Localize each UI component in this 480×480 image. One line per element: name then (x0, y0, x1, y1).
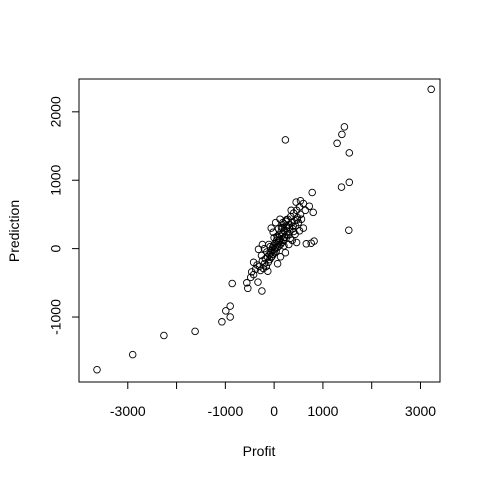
x-axis-label: Profit (243, 443, 276, 459)
data-point (333, 139, 341, 148)
data-point (280, 233, 289, 242)
data-point (191, 327, 199, 336)
data-point (302, 240, 311, 248)
data-point (262, 262, 271, 271)
data-point (265, 240, 273, 249)
data-point (308, 188, 316, 197)
data-point (160, 331, 168, 340)
data-point (264, 267, 272, 275)
data-point (267, 224, 275, 232)
data-point (244, 284, 252, 293)
data-point (228, 279, 236, 288)
x-tick-label: 3000 (405, 403, 436, 419)
data-point (340, 123, 349, 131)
data-point (274, 225, 283, 233)
data-points (93, 85, 435, 374)
data-point (249, 258, 258, 267)
data-point (249, 270, 258, 279)
y-tick-label: 2000 (48, 96, 64, 127)
data-point (260, 244, 269, 253)
x-axis: -3000 -1000 0 1000 3000 (110, 381, 436, 419)
data-point (276, 253, 285, 261)
data-point (289, 222, 297, 230)
data-point (345, 178, 354, 187)
data-point (292, 238, 301, 247)
y-tick-label: -1000 (48, 299, 64, 335)
y-axis: -1000 0 1000 2000 (48, 96, 80, 335)
data-point (218, 318, 226, 326)
plot-frame (78, 78, 441, 383)
y-tick-label: 1000 (48, 164, 64, 195)
data-point (295, 227, 304, 235)
data-point (279, 218, 287, 227)
x-tick-label: -3000 (110, 403, 146, 419)
data-point (299, 224, 308, 232)
data-point (226, 313, 234, 321)
data-point (427, 85, 435, 94)
data-point (226, 302, 234, 310)
data-point (305, 202, 314, 210)
data-point (337, 183, 346, 191)
data-point (310, 237, 318, 245)
data-point (297, 215, 306, 223)
data-point (269, 228, 277, 236)
data-point (258, 240, 267, 249)
data-point (292, 198, 300, 206)
data-point (296, 210, 305, 219)
x-tick-label: -1000 (207, 403, 243, 419)
data-point (271, 218, 280, 227)
data-point (285, 240, 293, 249)
data-point (254, 245, 263, 254)
data-point (273, 259, 282, 268)
data-point (280, 242, 288, 250)
data-point (258, 287, 266, 295)
x-tick-label: 1000 (307, 403, 338, 419)
data-point (128, 350, 137, 359)
data-point (243, 279, 251, 287)
data-point (345, 226, 353, 234)
data-point (93, 365, 101, 374)
data-point (281, 248, 290, 257)
data-point (281, 136, 290, 144)
x-tick-label: 0 (270, 403, 278, 419)
data-point (293, 216, 301, 224)
data-point (285, 223, 294, 232)
data-point (287, 206, 295, 215)
data-point (257, 251, 266, 260)
data-point (309, 208, 317, 217)
y-tick-label: 0 (48, 245, 64, 253)
data-point (251, 265, 260, 273)
data-point (296, 196, 305, 205)
data-point (338, 130, 346, 139)
data-point (222, 307, 230, 315)
data-point (301, 206, 310, 215)
y-axis-label: Prediction (6, 200, 22, 262)
data-point (345, 149, 354, 157)
data-point (254, 278, 262, 286)
